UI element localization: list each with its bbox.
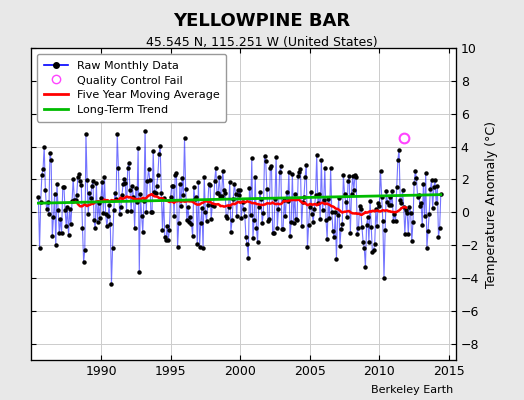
Text: YELLOWPINE BAR: YELLOWPINE BAR xyxy=(173,12,351,30)
Y-axis label: Temperature Anomaly (°C): Temperature Anomaly (°C) xyxy=(485,120,498,288)
Legend: Raw Monthly Data, Quality Control Fail, Five Year Moving Average, Long-Term Tren: Raw Monthly Data, Quality Control Fail, … xyxy=(37,54,226,122)
Text: 45.545 N, 115.251 W (United States): 45.545 N, 115.251 W (United States) xyxy=(146,36,378,49)
Text: Berkeley Earth: Berkeley Earth xyxy=(371,385,453,395)
